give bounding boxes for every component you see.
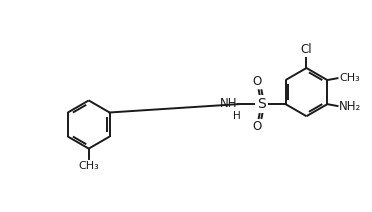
Text: Cl: Cl (301, 43, 312, 56)
Text: CH₃: CH₃ (78, 161, 99, 171)
Text: NH: NH (219, 97, 237, 110)
Text: S: S (257, 97, 266, 111)
Text: CH₃: CH₃ (339, 73, 360, 83)
Text: O: O (252, 120, 262, 133)
Text: O: O (252, 75, 262, 88)
Text: NH₂: NH₂ (339, 99, 361, 113)
Text: H: H (233, 111, 241, 121)
